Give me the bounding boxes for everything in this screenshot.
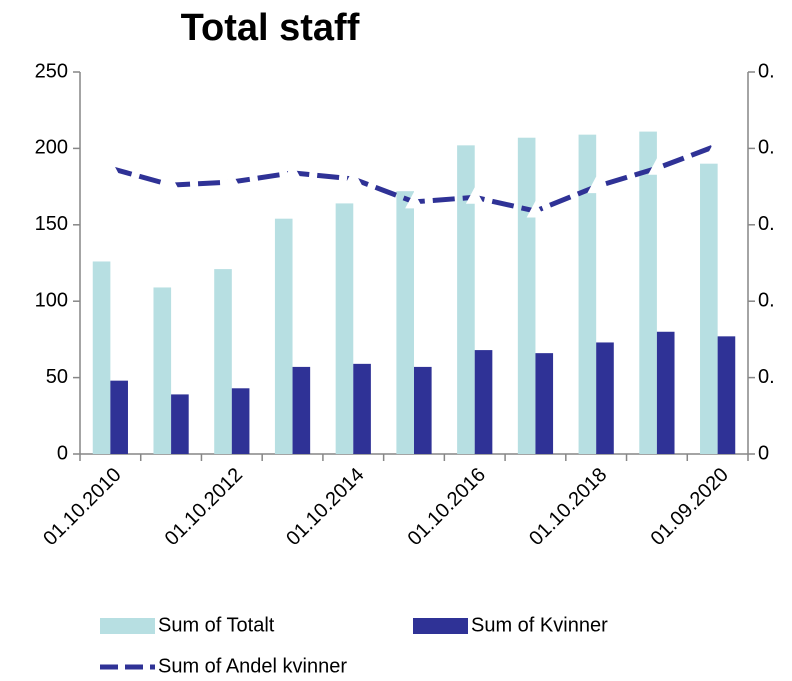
legend-swatch xyxy=(100,618,155,634)
line-marker xyxy=(283,162,302,180)
legend-label: Sum of Totalt xyxy=(158,614,275,636)
line-marker xyxy=(222,171,241,189)
y-tick-label: 50 xyxy=(46,366,68,388)
y-tick-label: 250 xyxy=(35,60,68,82)
bar xyxy=(700,163,718,454)
line-marker xyxy=(526,200,545,218)
line-marker xyxy=(587,176,606,194)
line-marker xyxy=(405,191,423,209)
y-tick-label: 0 xyxy=(57,442,68,464)
bar xyxy=(396,191,414,454)
bar xyxy=(92,261,111,454)
bar xyxy=(474,350,493,454)
y-tick-label: 150 xyxy=(35,213,68,235)
bar xyxy=(578,134,597,454)
y-tick-label: 100 xyxy=(35,289,68,311)
x-tick-label: 01.10.2016 xyxy=(404,464,490,550)
bar xyxy=(214,269,232,454)
x-tick-label: 01.10.2014 xyxy=(282,464,368,550)
bar xyxy=(274,218,293,454)
y-tick-label: 200 xyxy=(35,137,68,159)
legend-swatch xyxy=(413,618,468,634)
line-marker xyxy=(162,175,180,192)
bar xyxy=(231,388,250,454)
y2-tick-label: 0. xyxy=(758,213,775,235)
bar xyxy=(639,131,657,455)
y2-tick-label: 0 xyxy=(758,442,769,464)
x-tick-label: 01.10.2010 xyxy=(39,464,125,550)
bar xyxy=(153,287,172,454)
line-marker xyxy=(465,187,484,204)
y2-tick-label: 0. xyxy=(758,289,775,311)
line-marker xyxy=(648,158,666,175)
bar xyxy=(353,363,371,454)
line-marker xyxy=(708,135,727,152)
line-marker xyxy=(344,168,363,186)
bar xyxy=(656,331,675,454)
bar xyxy=(110,380,128,454)
line-marker xyxy=(101,158,120,175)
bar xyxy=(171,394,189,454)
bar xyxy=(335,203,354,454)
y2-tick-label: 0. xyxy=(758,137,775,159)
y2-tick-label: 0. xyxy=(758,366,775,388)
bar xyxy=(414,366,432,454)
x-tick-label: 01.10.2018 xyxy=(525,464,611,550)
chart-title: Total staff xyxy=(181,7,360,49)
legend-label: Sum of Andel kvinner xyxy=(158,655,347,677)
x-tick-label: 01.09.2020 xyxy=(647,464,733,550)
legend-label: Sum of Kvinner xyxy=(471,614,608,636)
bar xyxy=(717,336,736,454)
bar xyxy=(535,353,554,454)
x-tick-label: 01.10.2012 xyxy=(161,464,247,550)
bar xyxy=(457,145,475,454)
bar xyxy=(517,137,536,455)
bar xyxy=(596,342,614,454)
bar xyxy=(292,366,311,454)
y2-tick-label: 0. xyxy=(758,60,775,82)
